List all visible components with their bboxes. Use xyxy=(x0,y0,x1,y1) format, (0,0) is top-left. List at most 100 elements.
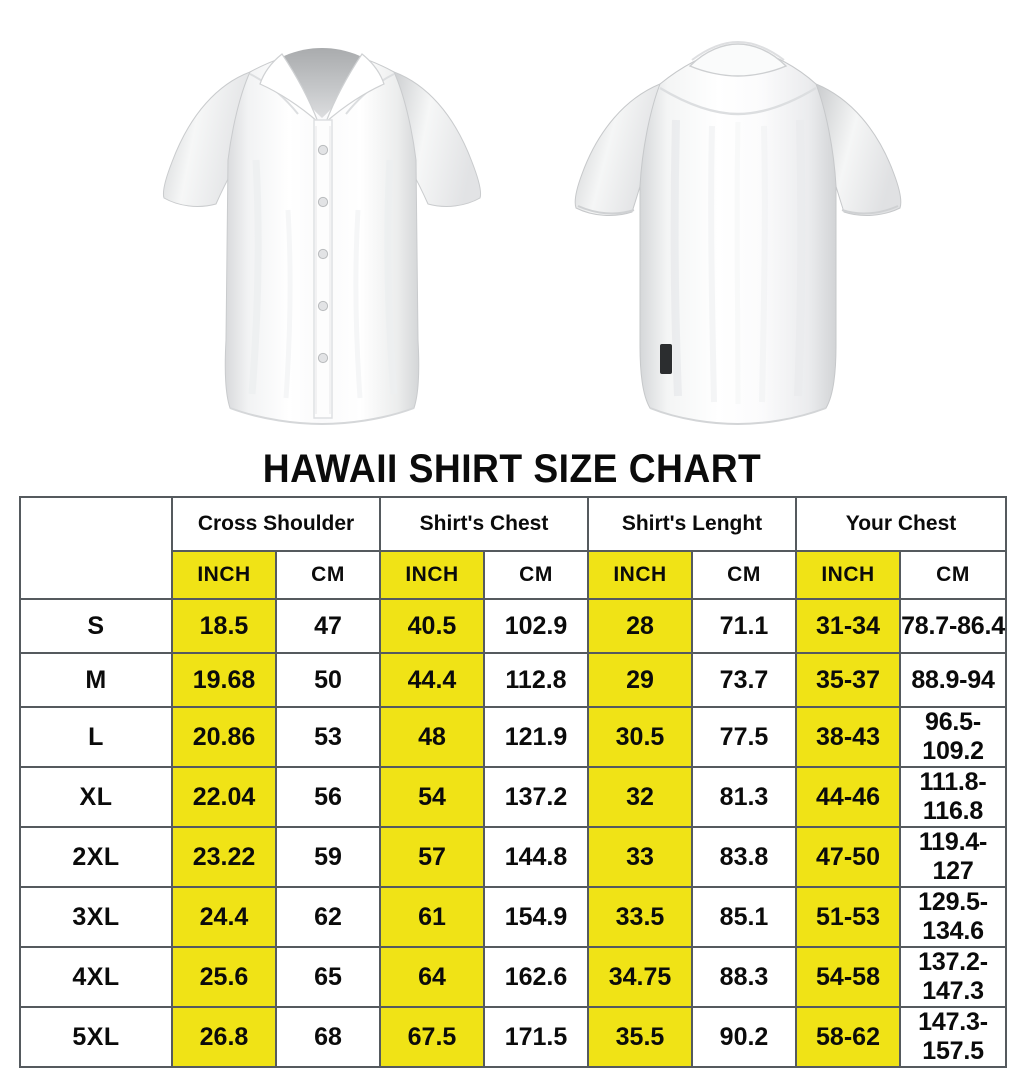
cell-shirt-length-cm: 73.7 xyxy=(690,652,798,708)
cell-shirt-chest-cm: 154.9 xyxy=(483,886,589,948)
table-row: 4XL 25.6 65 64 162.6 34.75 88.3 54-58 13… xyxy=(19,946,1008,1008)
cell-size: 2XL xyxy=(19,826,173,888)
shirt-back-image xyxy=(548,10,928,438)
table-unit-header-row: INCH CM INCH CM INCH CM INCH CM xyxy=(20,550,1008,600)
table-row: XL 22.04 56 54 137.2 32 81.3 44-46 111.8… xyxy=(19,766,1008,828)
cell-cross-shoulder-cm: 68 xyxy=(275,1006,381,1068)
unit-header-cross-shoulder-inch: INCH xyxy=(171,550,277,600)
cell-size: XL xyxy=(19,766,173,828)
cell-shirt-chest-inch: 57 xyxy=(379,826,485,888)
cell-shirt-length-inch: 33.5 xyxy=(587,886,693,948)
cell-shirt-length-inch: 35.5 xyxy=(587,1006,693,1068)
cell-your-chest-cm: 111.8-116.8 xyxy=(899,766,1008,828)
cell-size: 5XL xyxy=(19,1006,173,1068)
cell-shirt-chest-cm: 171.5 xyxy=(483,1006,589,1068)
cell-your-chest-cm: 147.3-157.5 xyxy=(899,1006,1008,1068)
cell-size: 3XL xyxy=(19,886,173,948)
cell-shirt-length-inch: 34.75 xyxy=(587,946,693,1008)
cell-cross-shoulder-cm: 59 xyxy=(275,826,381,888)
cell-size: S xyxy=(19,598,173,654)
unit-header-your-chest-cm: CM xyxy=(899,550,1008,600)
group-header-shirts-chest: Shirt's Chest xyxy=(379,496,589,552)
cell-your-chest-inch: 35-37 xyxy=(795,652,902,708)
cell-size: L xyxy=(19,706,173,768)
unit-header-cross-shoulder-cm: CM xyxy=(275,550,381,600)
cell-cross-shoulder-cm: 65 xyxy=(275,946,381,1008)
table-row: 5XL 26.8 68 67.5 171.5 35.5 90.2 58-62 1… xyxy=(19,1006,1008,1068)
cell-your-chest-cm: 78.7-86.4 xyxy=(899,598,1008,654)
table-body: S 18.5 47 40.5 102.9 28 71.1 31-34 78.7-… xyxy=(19,598,1008,1068)
shirt-gallery xyxy=(0,0,1024,444)
cell-your-chest-cm: 88.9-94 xyxy=(899,652,1008,708)
unit-header-shirts-lenght-inch: INCH xyxy=(587,550,693,600)
cell-shirt-chest-inch: 40.5 xyxy=(379,598,485,654)
cell-shirt-chest-cm: 144.8 xyxy=(483,826,589,888)
cell-shirt-chest-inch: 54 xyxy=(379,766,485,828)
cell-size: 4XL xyxy=(19,946,173,1008)
cell-your-chest-inch: 47-50 xyxy=(795,826,902,888)
cell-your-chest-inch: 54-58 xyxy=(795,946,902,1008)
cell-shirt-length-cm: 77.5 xyxy=(690,706,798,768)
cell-shirt-chest-cm: 162.6 xyxy=(483,946,589,1008)
cell-shirt-chest-inch: 44.4 xyxy=(379,652,485,708)
cell-cross-shoulder-cm: 62 xyxy=(275,886,381,948)
cell-cross-shoulder-inch: 20.86 xyxy=(171,706,277,768)
group-header-your-chest: Your Chest xyxy=(795,496,1008,552)
cell-cross-shoulder-inch: 22.04 xyxy=(171,766,277,828)
cell-shirt-chest-cm: 137.2 xyxy=(483,766,589,828)
cell-shirt-length-inch: 33 xyxy=(587,826,693,888)
cell-your-chest-inch: 51-53 xyxy=(795,886,902,948)
cell-shirt-chest-cm: 121.9 xyxy=(483,706,589,768)
cell-cross-shoulder-inch: 19.68 xyxy=(171,652,277,708)
cell-shirt-length-cm: 90.2 xyxy=(690,1006,798,1068)
cell-cross-shoulder-cm: 50 xyxy=(275,652,381,708)
cell-your-chest-cm: 137.2-147.3 xyxy=(899,946,1008,1008)
cell-your-chest-inch: 58-62 xyxy=(795,1006,902,1068)
cell-shirt-length-inch: 29 xyxy=(587,652,693,708)
cell-size: M xyxy=(19,652,173,708)
table-row: L 20.86 53 48 121.9 30.5 77.5 38-43 96.5… xyxy=(19,706,1008,768)
table-row: S 18.5 47 40.5 102.9 28 71.1 31-34 78.7-… xyxy=(19,598,1008,654)
cell-your-chest-cm: 129.5-134.6 xyxy=(899,886,1008,948)
cell-your-chest-cm: 96.5-109.2 xyxy=(899,706,1008,768)
shirt-front-image xyxy=(132,10,512,438)
cell-shirt-length-cm: 88.3 xyxy=(690,946,798,1008)
brand-tag-icon xyxy=(660,344,672,374)
cell-cross-shoulder-cm: 47 xyxy=(275,598,381,654)
cell-shirt-chest-cm: 112.8 xyxy=(483,652,589,708)
cell-cross-shoulder-cm: 56 xyxy=(275,766,381,828)
cell-your-chest-inch: 38-43 xyxy=(795,706,902,768)
unit-header-your-chest-inch: INCH xyxy=(795,550,902,600)
table-row: M 19.68 50 44.4 112.8 29 73.7 35-37 88.9… xyxy=(19,652,1008,708)
cell-cross-shoulder-inch: 26.8 xyxy=(171,1006,277,1068)
cell-shirt-chest-inch: 61 xyxy=(379,886,485,948)
cell-shirt-length-cm: 85.1 xyxy=(690,886,798,948)
cell-your-chest-cm: 119.4-127 xyxy=(899,826,1008,888)
unit-header-shirts-chest-inch: INCH xyxy=(379,550,485,600)
cell-shirt-length-inch: 28 xyxy=(587,598,693,654)
cell-shirt-chest-inch: 48 xyxy=(379,706,485,768)
unit-header-shirts-lenght-cm: CM xyxy=(690,550,798,600)
cell-cross-shoulder-inch: 24.4 xyxy=(171,886,277,948)
cell-cross-shoulder-inch: 18.5 xyxy=(171,598,277,654)
unit-header-shirts-chest-cm: CM xyxy=(483,550,589,600)
cell-your-chest-inch: 31-34 xyxy=(795,598,902,654)
size-chart-table: Cross Shoulder Shirt's Chest Shirt's Len… xyxy=(19,496,1008,1068)
table-row: 3XL 24.4 62 61 154.9 33.5 85.1 51-53 129… xyxy=(19,886,1008,948)
cell-cross-shoulder-inch: 25.6 xyxy=(171,946,277,1008)
corner-cell xyxy=(19,496,173,600)
size-table-container: Cross Shoulder Shirt's Chest Shirt's Len… xyxy=(19,496,1008,1068)
cell-shirt-length-cm: 83.8 xyxy=(690,826,798,888)
cell-shirt-chest-inch: 64 xyxy=(379,946,485,1008)
cell-shirt-chest-inch: 67.5 xyxy=(379,1006,485,1068)
table-row: 2XL 23.22 59 57 144.8 33 83.8 47-50 119.… xyxy=(19,826,1008,888)
page-title: HAWAII SHIRT SIZE CHART xyxy=(262,447,762,491)
cell-cross-shoulder-inch: 23.22 xyxy=(171,826,277,888)
cell-shirt-length-inch: 30.5 xyxy=(587,706,693,768)
cell-shirt-length-cm: 81.3 xyxy=(690,766,798,828)
table-group-header-row: Cross Shoulder Shirt's Chest Shirt's Len… xyxy=(19,496,1008,600)
cell-your-chest-inch: 44-46 xyxy=(795,766,902,828)
cell-shirt-length-inch: 32 xyxy=(587,766,693,828)
cell-cross-shoulder-cm: 53 xyxy=(275,706,381,768)
